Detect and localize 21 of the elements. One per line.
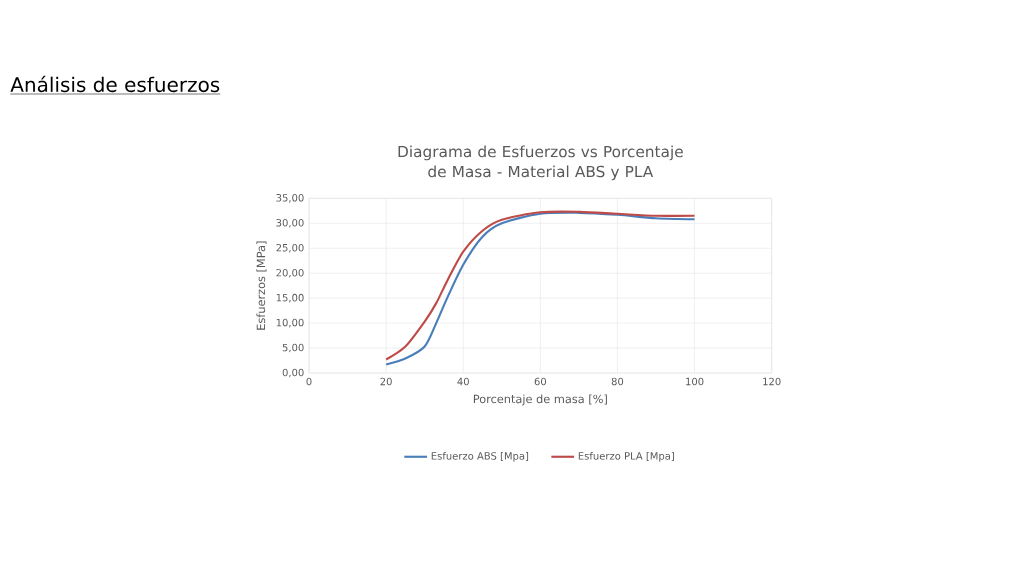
y-tick-label: 15,00 <box>276 293 304 303</box>
y-tick-label: 30,00 <box>276 218 304 228</box>
legend-label: Esfuerzo PLA [Mpa] <box>578 451 674 462</box>
x-axis-title: Porcentaje de masa [%] <box>473 394 607 406</box>
x-tick-label: 120 <box>763 377 781 386</box>
x-tick-label: 100 <box>686 377 704 386</box>
legend-label: Esfuerzo ABS [Mpa] <box>431 451 529 462</box>
y-tick-label: 5,00 <box>282 343 304 353</box>
y-tick-label: 35,00 <box>276 194 304 203</box>
y-axis-title: Esfuerzos [MPa] <box>256 241 267 330</box>
x-tick-label: 20 <box>380 377 392 386</box>
x-tick-label: 80 <box>611 377 624 386</box>
y-tick-label: 25,00 <box>276 243 304 253</box>
x-tick-label: 40 <box>457 377 469 386</box>
y-tick-label: 20,00 <box>276 268 304 278</box>
y-tick-label: 10,00 <box>276 318 304 328</box>
chart-title: Diagrama de Esfuerzos vs Porcentaje de Masa - Material ABS y PLA <box>398 145 683 181</box>
x-tick-label: 0 <box>306 377 312 386</box>
y-tick-label: 0,00 <box>282 368 304 378</box>
text: Análisis de esfuerzos <box>10 75 220 93</box>
x-tick-label: 60 <box>534 377 547 386</box>
